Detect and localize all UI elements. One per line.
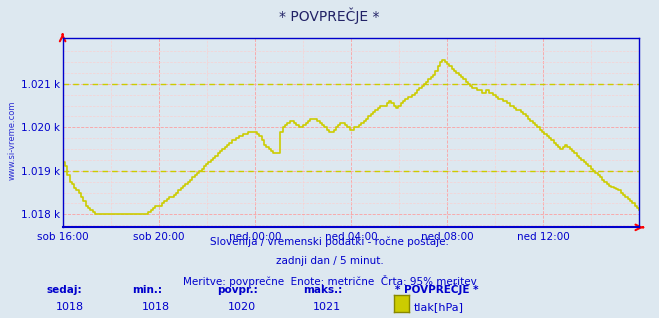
Text: maks.:: maks.:	[303, 285, 343, 294]
Text: Meritve: povprečne  Enote: metrične  Črta: 95% meritev: Meritve: povprečne Enote: metrične Črta:…	[183, 275, 476, 287]
Text: sedaj:: sedaj:	[46, 285, 82, 294]
Text: povpr.:: povpr.:	[217, 285, 258, 294]
Text: 1018: 1018	[56, 302, 84, 312]
Text: Slovenija / vremenski podatki - ročne postaje.: Slovenija / vremenski podatki - ročne po…	[210, 237, 449, 247]
Text: min.:: min.:	[132, 285, 162, 294]
Text: 1020: 1020	[227, 302, 256, 312]
Text: 1018: 1018	[142, 302, 170, 312]
Text: www.si-vreme.com: www.si-vreme.com	[8, 100, 17, 180]
Text: * POVPREČJE *: * POVPREČJE *	[395, 283, 479, 294]
Text: zadnji dan / 5 minut.: zadnji dan / 5 minut.	[275, 256, 384, 266]
Text: tlak[hPa]: tlak[hPa]	[414, 302, 464, 312]
Text: * POVPREČJE *: * POVPREČJE *	[279, 8, 380, 24]
Text: 1021: 1021	[313, 302, 341, 312]
